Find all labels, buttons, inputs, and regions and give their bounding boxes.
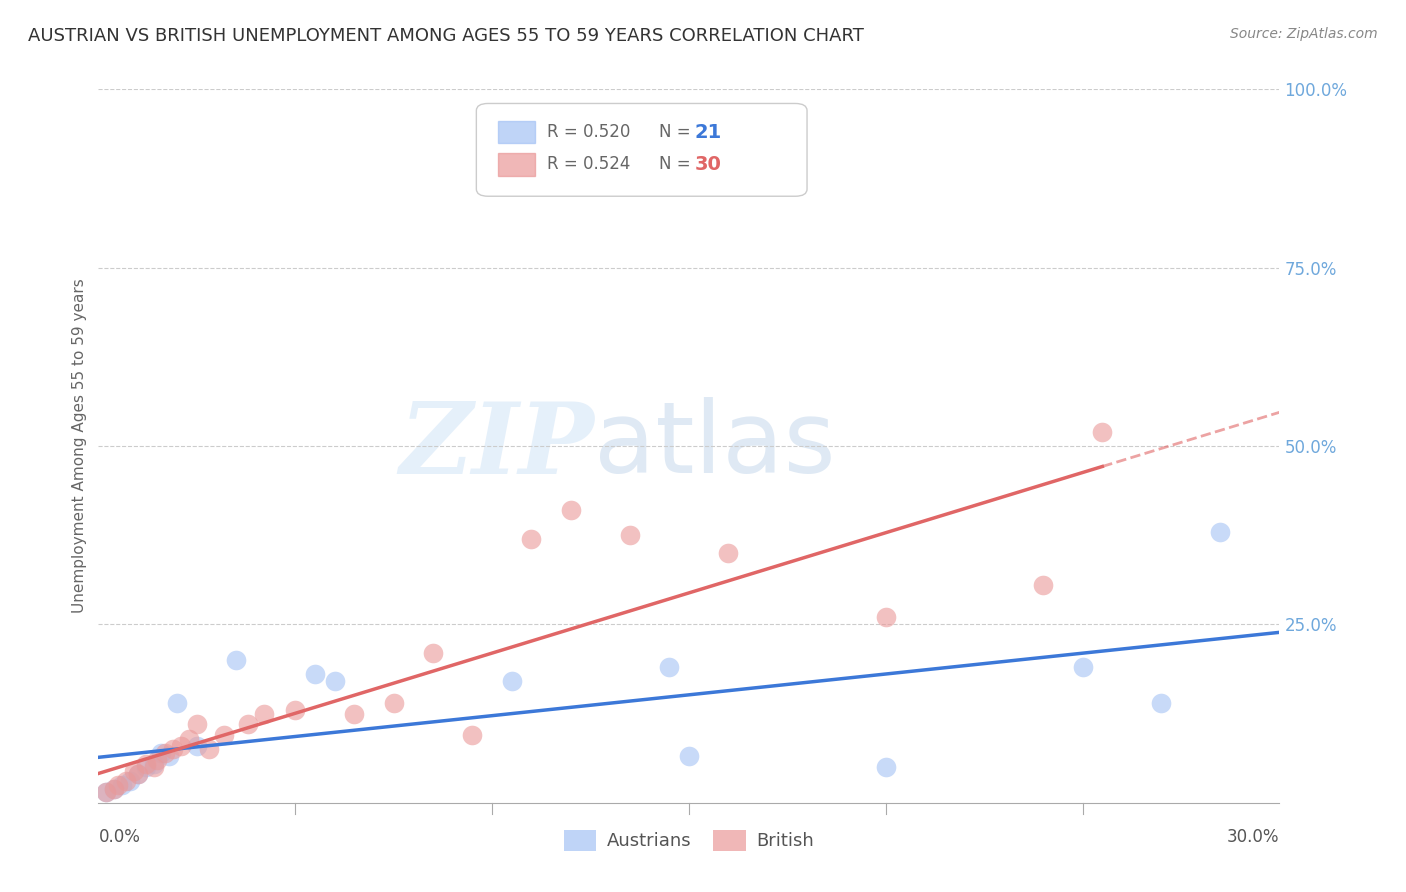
Point [115,774,138,789]
Point [658,660,681,674]
Point [717,546,740,560]
Point [166,696,188,710]
Point [111,778,134,792]
Point [1071,660,1094,674]
Point [225,653,247,667]
Point [875,760,897,774]
FancyBboxPatch shape [498,120,536,144]
Point [177,731,200,746]
Point [343,706,366,721]
Point [461,728,484,742]
Text: atlas: atlas [595,398,837,494]
Point [236,717,259,731]
FancyBboxPatch shape [477,103,807,196]
Point [197,742,219,756]
Point [422,646,444,660]
Point [1150,696,1173,710]
Point [127,767,149,781]
Text: 30: 30 [695,154,721,174]
FancyBboxPatch shape [498,153,536,176]
Point [520,532,543,546]
Text: N =: N = [659,155,690,173]
Point [1209,524,1232,539]
Point [118,774,141,789]
Point [142,756,165,771]
Point [146,753,169,767]
Text: ZIP: ZIP [399,398,595,494]
Point [127,767,149,781]
Point [157,749,180,764]
Text: AUSTRIAN VS BRITISH UNEMPLOYMENT AMONG AGES 55 TO 59 YEARS CORRELATION CHART: AUSTRIAN VS BRITISH UNEMPLOYMENT AMONG A… [28,27,865,45]
Point [122,764,145,778]
Y-axis label: Unemployment Among Ages 55 to 59 years: Unemployment Among Ages 55 to 59 years [72,278,87,614]
Point [284,703,307,717]
Point [150,746,173,760]
Point [323,674,346,689]
Text: 30.0%: 30.0% [1227,828,1279,846]
Point [253,706,276,721]
Point [304,667,326,681]
Point [170,739,193,753]
Point [135,756,157,771]
Legend: Austrians, British: Austrians, British [557,822,821,858]
Text: 0.0%: 0.0% [98,828,141,846]
Point [96,785,118,799]
Text: R = 0.524: R = 0.524 [547,155,630,173]
Point [135,760,157,774]
Point [382,696,405,710]
Point [96,785,118,799]
Point [875,610,897,624]
Point [186,739,208,753]
Point [1091,425,1114,439]
Point [214,728,236,742]
Text: R = 0.520: R = 0.520 [547,123,630,141]
Point [560,503,582,517]
Point [155,746,177,760]
Point [107,778,129,792]
Point [678,749,700,764]
Point [619,528,641,542]
Point [103,781,125,796]
Text: Source: ZipAtlas.com: Source: ZipAtlas.com [1230,27,1378,41]
Point [142,760,165,774]
Point [162,742,184,756]
Point [186,717,208,731]
Point [103,781,125,796]
Point [1032,578,1054,592]
Text: 21: 21 [695,122,723,142]
Text: N =: N = [659,123,690,141]
Point [501,674,523,689]
